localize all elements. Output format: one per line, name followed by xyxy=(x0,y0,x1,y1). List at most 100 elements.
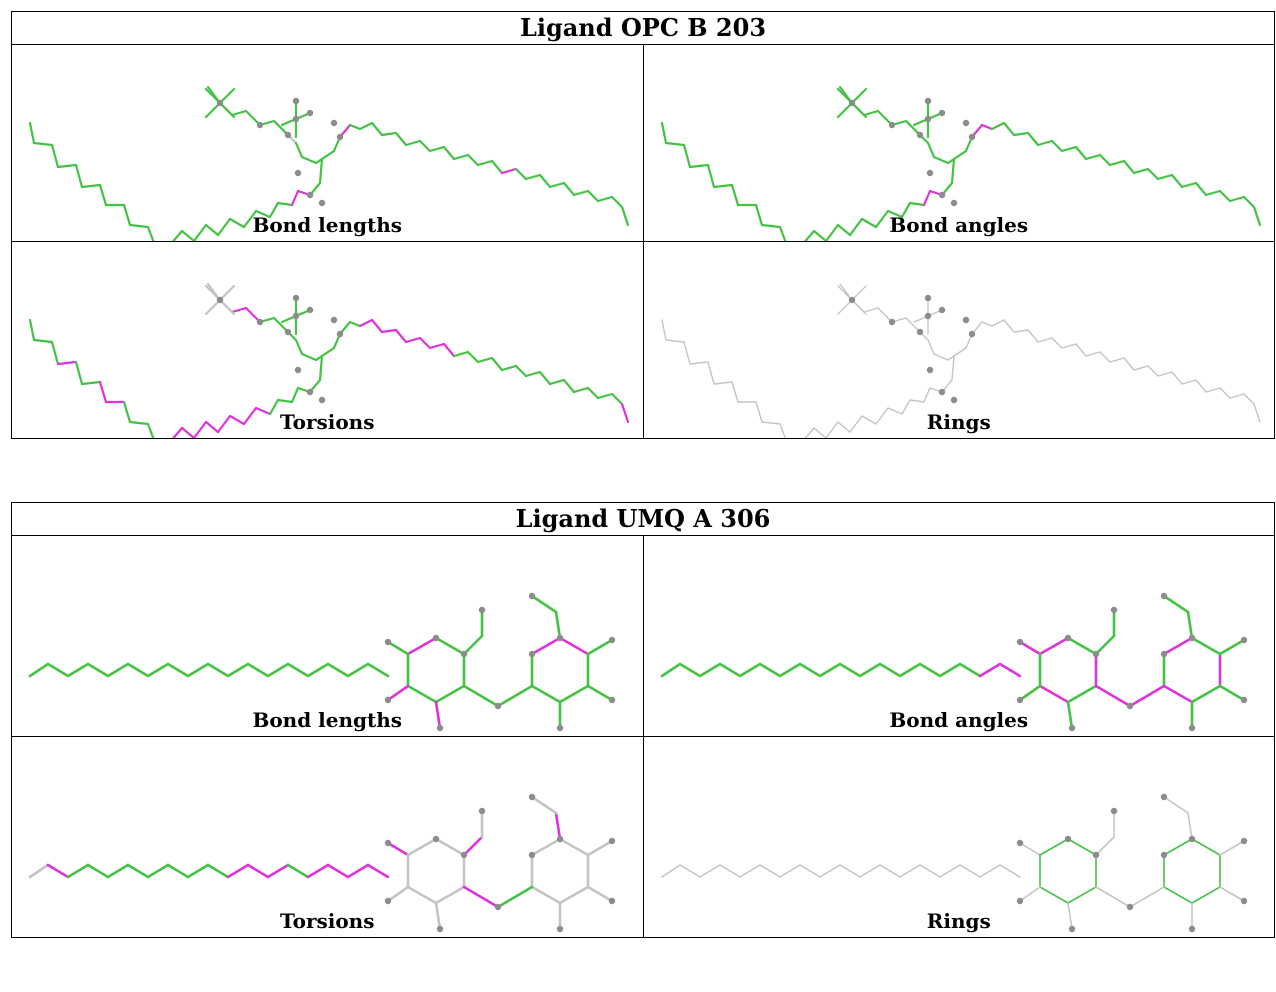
panel-bond-lengths: Bond lengths xyxy=(11,535,644,737)
bond xyxy=(74,360,84,386)
bond xyxy=(1094,886,1131,908)
atom xyxy=(608,696,616,704)
bond xyxy=(186,662,210,678)
atom xyxy=(1110,807,1117,815)
atom xyxy=(1188,724,1195,732)
bond xyxy=(946,355,955,361)
atom xyxy=(968,133,975,141)
bond xyxy=(738,662,761,678)
bond xyxy=(926,141,935,159)
bond xyxy=(1038,838,1069,856)
bond xyxy=(1162,594,1189,614)
bond xyxy=(524,173,542,181)
atom xyxy=(926,169,933,177)
bond xyxy=(98,380,108,404)
panel-label: Bond lengths xyxy=(252,708,403,732)
bond xyxy=(586,189,600,203)
bond xyxy=(858,662,881,678)
bond xyxy=(192,420,208,438)
atom xyxy=(1068,724,1075,732)
bond xyxy=(74,163,84,189)
atom xyxy=(306,191,314,199)
ligand-table-opc: Ligand OPC B 203 Bond lengths Bond angle… xyxy=(11,11,1275,439)
bond xyxy=(1146,167,1159,181)
bond xyxy=(998,864,1021,878)
panel-rings: Rings xyxy=(642,241,1275,439)
bond xyxy=(558,684,590,704)
atom xyxy=(916,131,923,139)
atom xyxy=(330,316,338,324)
bond xyxy=(318,157,324,185)
bond xyxy=(818,864,841,878)
bond xyxy=(50,143,60,169)
bond xyxy=(1204,189,1221,197)
bond xyxy=(406,636,438,656)
bond xyxy=(1242,393,1255,405)
bond xyxy=(496,684,534,708)
bond xyxy=(146,863,170,879)
atom xyxy=(384,638,392,646)
bond xyxy=(876,109,893,127)
bond xyxy=(1228,195,1245,203)
bond xyxy=(1252,205,1261,227)
panel-torsions: Torsions xyxy=(11,736,644,938)
atom xyxy=(478,606,486,614)
bond xyxy=(286,662,310,678)
bond xyxy=(268,201,280,219)
bond xyxy=(358,121,374,131)
bond xyxy=(530,885,562,905)
bond xyxy=(244,306,262,324)
bond xyxy=(500,167,518,175)
bond xyxy=(860,415,877,425)
bond xyxy=(1084,351,1101,357)
bond xyxy=(932,353,949,361)
bond xyxy=(978,864,1001,878)
bond xyxy=(990,121,1005,131)
atom xyxy=(432,634,440,642)
bond xyxy=(900,399,911,415)
bond xyxy=(386,640,410,656)
bond xyxy=(314,157,324,165)
bond xyxy=(366,863,390,879)
bond xyxy=(348,320,362,328)
bond xyxy=(660,319,667,341)
bond xyxy=(1038,886,1069,904)
bond xyxy=(1122,159,1135,175)
bond xyxy=(206,863,230,879)
bond xyxy=(306,863,330,879)
bond xyxy=(1060,343,1077,349)
bond xyxy=(300,155,318,165)
bond xyxy=(216,217,232,237)
bond xyxy=(530,636,562,656)
bond xyxy=(380,328,398,334)
bond xyxy=(386,684,410,702)
bond xyxy=(80,183,102,189)
bond xyxy=(978,662,1001,678)
bond xyxy=(754,203,763,227)
bond xyxy=(1218,638,1245,656)
bond xyxy=(1162,636,1193,656)
bond xyxy=(758,864,781,878)
bond xyxy=(586,386,600,400)
bond xyxy=(824,421,839,438)
bond xyxy=(46,863,70,879)
atom xyxy=(938,191,945,199)
bond xyxy=(548,181,566,189)
bond xyxy=(1026,131,1039,147)
atom xyxy=(608,897,616,905)
bond xyxy=(836,101,853,119)
bond xyxy=(462,885,500,909)
bond xyxy=(760,421,781,425)
bond xyxy=(192,223,208,241)
atom xyxy=(306,388,314,396)
bond xyxy=(836,223,851,237)
bond xyxy=(803,229,815,241)
bond xyxy=(538,370,552,386)
atom xyxy=(962,119,969,127)
bond xyxy=(886,407,903,415)
opc-molecule-bond-angles xyxy=(660,85,1261,241)
atom xyxy=(1188,925,1195,933)
atom xyxy=(556,724,564,732)
bond xyxy=(682,341,691,365)
bond xyxy=(1162,796,1189,814)
